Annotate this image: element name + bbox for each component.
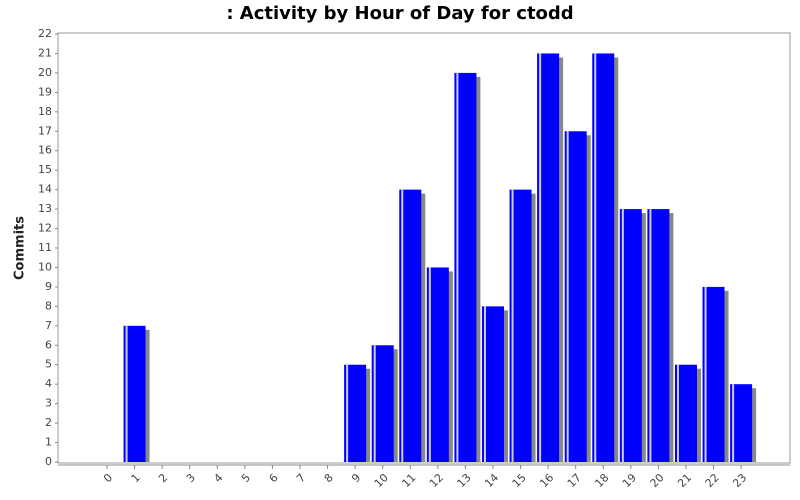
y-tick-label: 8 <box>45 299 52 312</box>
y-tick-label: 12 <box>38 222 52 235</box>
bar-highlight <box>373 345 376 462</box>
y-tick-label: 1 <box>45 436 52 449</box>
y-tick-label: 16 <box>38 144 52 157</box>
x-tick-label: 2 <box>156 471 170 485</box>
bar <box>674 364 697 462</box>
x-tick-label: 12 <box>427 471 446 490</box>
x-tick-label: 3 <box>184 471 198 485</box>
x-tick-label: 8 <box>322 471 336 485</box>
y-tick-label: 3 <box>45 397 52 410</box>
x-tick-label: 20 <box>648 471 667 490</box>
y-tick-label: 20 <box>38 66 52 79</box>
chart-title: : Activity by Hour of Day for ctodd <box>226 3 573 24</box>
x-tick-label: 9 <box>349 471 363 485</box>
y-tick-label: 11 <box>38 241 52 254</box>
bar <box>344 364 367 462</box>
x-tick-label: 17 <box>565 471 584 490</box>
y-tick-label: 18 <box>38 105 52 118</box>
bar-highlight <box>483 306 486 462</box>
bar-highlight <box>566 131 569 463</box>
y-tick-label: 19 <box>38 85 52 98</box>
bar <box>371 345 394 462</box>
x-tick-label: 11 <box>399 471 418 490</box>
x-tick-label: 16 <box>537 471 556 490</box>
bar <box>592 53 615 463</box>
bar <box>619 209 642 462</box>
x-tick-label: 5 <box>239 471 253 485</box>
bar <box>454 72 477 462</box>
y-tick-label: 10 <box>38 260 52 273</box>
y-axis-label: Commits <box>13 216 28 280</box>
bar-highlight <box>401 189 404 463</box>
bar <box>647 209 670 462</box>
bar-highlight <box>125 325 128 462</box>
x-tick-label: 0 <box>101 471 115 485</box>
y-tick-label: 7 <box>45 319 52 332</box>
bar <box>123 325 146 462</box>
bar-highlight <box>428 267 431 462</box>
x-tick-label: 6 <box>267 471 281 485</box>
bar <box>399 189 422 463</box>
bar <box>509 189 532 463</box>
x-tick-label: 18 <box>592 471 611 490</box>
y-tick-label: 6 <box>45 338 52 351</box>
x-tick-label: 22 <box>703 471 722 490</box>
bar-highlight <box>649 209 652 462</box>
y-tick-label: 9 <box>45 280 52 293</box>
x-tick-label: 13 <box>455 471 474 490</box>
y-tick-label: 2 <box>45 416 52 429</box>
x-tick-label: 14 <box>482 471 501 490</box>
bar <box>702 286 725 462</box>
y-tick-label: 22 <box>38 27 52 40</box>
bar-highlight <box>732 384 735 462</box>
x-tick-label: 19 <box>620 471 639 490</box>
y-tick-label: 21 <box>38 46 52 59</box>
y-tick-label: 17 <box>38 124 52 137</box>
bar <box>481 306 504 462</box>
y-tick-label: 13 <box>38 202 52 215</box>
bar-highlight <box>704 286 707 462</box>
bar <box>730 384 753 462</box>
bar <box>537 53 560 463</box>
bar <box>564 131 587 463</box>
y-tick-label: 15 <box>38 163 52 176</box>
bar <box>426 267 449 462</box>
y-tick-label: 5 <box>45 358 52 371</box>
y-tick-label: 0 <box>45 455 52 468</box>
x-tick-label: 1 <box>129 471 143 485</box>
bar-highlight <box>676 364 679 462</box>
x-tick-label: 7 <box>294 471 308 485</box>
bar-highlight <box>594 53 597 463</box>
y-tick-label: 14 <box>38 183 52 196</box>
bar-highlight <box>456 72 459 462</box>
x-tick-label: 23 <box>730 471 749 490</box>
bar-highlight <box>621 209 624 462</box>
bar-highlight <box>346 364 349 462</box>
bar-highlight <box>539 53 542 463</box>
x-tick-label: 21 <box>675 471 694 490</box>
x-tick-label: 4 <box>211 471 225 485</box>
x-tick-label: 10 <box>372 471 391 490</box>
y-tick-label: 4 <box>45 377 52 390</box>
bar-highlight <box>511 189 514 463</box>
x-tick-label: 15 <box>510 471 529 490</box>
